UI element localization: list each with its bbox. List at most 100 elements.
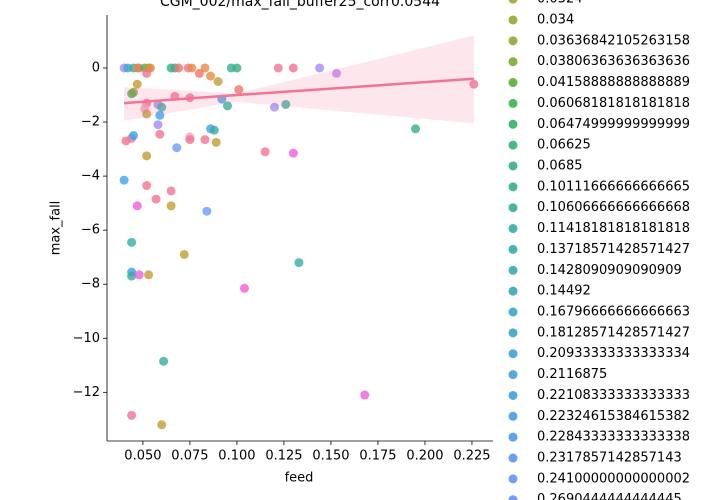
scatter-point: [155, 110, 165, 120]
scatter-point: [179, 249, 189, 259]
x-tick-label: 0.175: [359, 449, 396, 464]
legend-label: 0.03806363636363636: [537, 54, 690, 69]
legend-label: 0.22108333333333333: [537, 388, 690, 403]
legend-marker: [508, 182, 518, 192]
legend-label: 0.04158888888888889: [537, 75, 690, 90]
y-axis-label: max_fall: [49, 201, 64, 256]
legend-marker: [508, 36, 518, 46]
legend-label: 0.22324615384615382: [537, 409, 690, 424]
legend-marker: [508, 390, 518, 400]
scatter-point: [200, 63, 210, 73]
scatter-point: [142, 151, 152, 161]
legend-marker: [508, 307, 518, 317]
legend-label: 0.06474999999999999: [537, 117, 690, 132]
legend-label: 0.10111666666666665: [537, 179, 690, 194]
legend-label: 0.1428090909090909: [537, 263, 682, 278]
scatter-point: [119, 175, 129, 185]
scatter-point: [360, 390, 370, 400]
scatter-point: [174, 63, 184, 73]
legend-marker: [508, 432, 518, 442]
scatter-point: [132, 201, 142, 211]
scatter-point: [151, 194, 161, 204]
regression-line: [124, 77, 474, 105]
legend-marker: [508, 370, 518, 380]
legend-label: 0.16796666666666663: [537, 305, 690, 320]
scatter-point: [260, 147, 270, 157]
scatter-point: [132, 79, 142, 89]
scatter-point: [273, 63, 283, 73]
legend-marker: [508, 57, 518, 67]
y-tick-label: −10: [73, 331, 100, 346]
confidence-band: [124, 35, 474, 124]
scatter-point: [288, 63, 298, 73]
legend-marker: [508, 453, 518, 463]
scatter-point: [127, 89, 137, 99]
scatter-point: [187, 63, 197, 73]
legend-marker: [508, 474, 518, 484]
scatter-point: [166, 201, 176, 211]
scatter-point: [209, 125, 219, 135]
scatter-point: [157, 102, 167, 112]
scatter-point: [157, 420, 167, 430]
legend-marker: [508, 140, 518, 150]
scatter-point: [288, 148, 298, 158]
legend-label: 0.20933333333333334: [537, 346, 690, 361]
x-tick-label: 0.050: [124, 449, 161, 464]
legend-marker: [508, 161, 518, 171]
legend-marker: [508, 495, 518, 500]
chart-title: CGM_002/max_fall_buffer25_corr0.0544: [160, 0, 440, 10]
scatter-point: [127, 410, 137, 420]
legend-label: 0.2116875: [537, 367, 607, 382]
legend-label: 0.2317857142857143: [537, 451, 682, 466]
scatter-point: [202, 206, 212, 216]
y-tick-label: −8: [81, 277, 100, 292]
scatter-point: [469, 79, 479, 89]
scatter-point: [142, 68, 152, 78]
legend-marker: [508, 265, 518, 275]
scatter-point: [127, 271, 137, 281]
x-tick-label: 0.100: [218, 449, 255, 464]
scatter-point: [234, 85, 244, 95]
x-tick-label: 0.125: [265, 449, 302, 464]
x-tick-label: 0.150: [312, 449, 349, 464]
legend-marker: [508, 203, 518, 213]
scatter-point: [153, 120, 163, 130]
legend-label: 0.13718571428571427: [537, 242, 690, 257]
legend-marker: [508, 78, 518, 88]
scatter-point: [200, 135, 210, 145]
x-tick-label: 0.075: [171, 449, 208, 464]
legend-marker: [508, 244, 518, 254]
legend-label: 0.06625: [537, 138, 591, 153]
scatter-point: [281, 99, 291, 109]
legend-marker: [508, 328, 518, 338]
scatter-point: [144, 270, 154, 280]
legend-marker: [508, 98, 518, 108]
legend-label: 0.06068181818181818: [537, 96, 690, 111]
scatter-point: [134, 270, 144, 280]
scatter-point: [223, 101, 233, 111]
y-tick-label: −2: [81, 115, 100, 130]
y-tick-label: −4: [81, 169, 100, 184]
scatter-point: [332, 68, 342, 78]
legend-marker: [508, 119, 518, 129]
scatter-point: [172, 143, 182, 153]
scatter-point: [211, 137, 221, 147]
legend-label: 0.22843333333333338: [537, 430, 690, 445]
x-tick-label: 0.200: [406, 449, 443, 464]
scatter-point: [411, 124, 421, 134]
scatter-point: [129, 131, 139, 141]
legend-marker: [508, 411, 518, 421]
legend-marker: [508, 286, 518, 296]
scatter-point: [127, 237, 137, 247]
legend-label: 0.10606666666666668: [537, 200, 690, 215]
scatter-point: [239, 283, 249, 293]
scatter-point: [270, 102, 280, 112]
scatter-point: [206, 71, 216, 81]
scatter-point: [142, 181, 152, 191]
legend-label: 0.0324: [537, 0, 583, 7]
scatter-point: [232, 63, 242, 73]
legend-label: 0.0685: [537, 158, 583, 173]
legend-label: 0.11418181818181818: [537, 221, 690, 236]
scatter-point: [159, 356, 169, 366]
